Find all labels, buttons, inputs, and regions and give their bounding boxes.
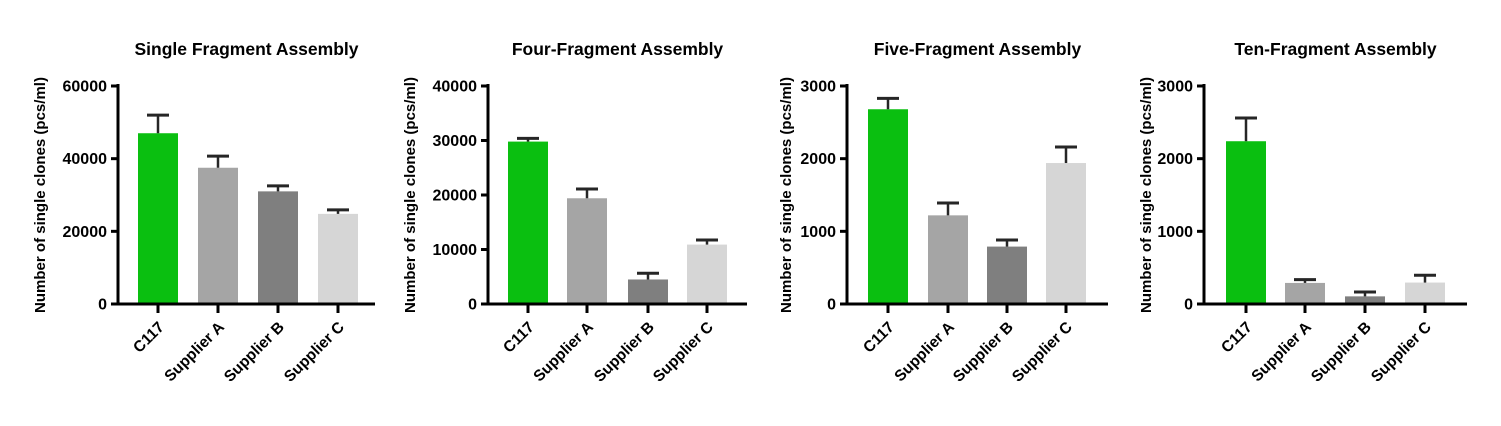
x-category-label: Supplier A [891, 319, 957, 385]
x-category-label: C117 [860, 319, 898, 357]
chart-title: Ten-Fragment Assembly [1234, 39, 1437, 59]
chart-ten-fragment-assembly: Ten-Fragment Assembly Number of single cl… [1125, 0, 1501, 426]
plot-single-fragment-assembly: Single Fragment Assembly Number of single… [32, 39, 375, 386]
x-category-label: Supplier A [1248, 319, 1314, 385]
plot-five-fragment-assembly: Five-Fragment Assembly Number of single c… [778, 39, 1108, 386]
bar-c117 [1226, 141, 1266, 304]
y-tick-label: 10000 [433, 242, 478, 259]
y-tick-label: 1000 [1157, 224, 1193, 241]
chart-title: Single Fragment Assembly [135, 39, 359, 59]
plot-ten-fragment-assembly: Ten-Fragment Assembly Number of single cl… [1138, 39, 1467, 386]
y-tick-label: 0 [98, 297, 107, 314]
bar-c117 [868, 109, 908, 305]
bar-supplier-c [318, 213, 358, 304]
y-tick-label: 3000 [1157, 79, 1193, 96]
chart-single-fragment-assembly: Single Fragment Assembly Number of single… [0, 0, 375, 426]
bar-supplier-b [258, 191, 298, 304]
y-tick-label: 2000 [800, 151, 836, 168]
bar-supplier-a [198, 167, 238, 304]
plot-four-fragment-assembly: Four-Fragment Assembly Number of single c… [402, 39, 747, 386]
y-tick-label: 30000 [433, 133, 478, 150]
x-category-label: Supplier C [650, 319, 717, 386]
y-tick-label: 40000 [63, 151, 108, 168]
y-tick-label: 2000 [1157, 151, 1193, 168]
bar-c117 [138, 133, 178, 304]
bar-supplier-b [987, 246, 1027, 304]
x-category-label: C117 [500, 319, 538, 357]
bar-supplier-c [1405, 282, 1445, 304]
x-category-label: Supplier C [1009, 319, 1076, 386]
y-axis-label: Number of single clones (pcs/ml) [778, 77, 795, 313]
x-category-label: Supplier C [281, 319, 348, 386]
x-category-label: Supplier C [1368, 319, 1435, 386]
x-category-label: Supplier A [530, 319, 596, 385]
y-tick-label: 1000 [800, 224, 836, 241]
y-tick-label: 40000 [433, 79, 478, 96]
x-category-label: C117 [1218, 319, 1256, 357]
y-axis-label: Number of single clones (pcs/ml) [32, 77, 49, 313]
chart-title: Five-Fragment Assembly [874, 39, 1082, 59]
y-tick-label: 0 [468, 297, 477, 314]
bar-supplier-b [1345, 296, 1385, 304]
y-tick-label: 20000 [433, 188, 478, 205]
y-tick-label: 3000 [800, 79, 836, 96]
y-tick-label: 60000 [63, 79, 108, 96]
y-tick-label: 0 [1184, 297, 1193, 314]
x-category-label: Supplier A [161, 319, 227, 385]
y-tick-label: 20000 [63, 224, 108, 241]
bar-supplier-b [628, 279, 668, 304]
bar-supplier-c [687, 244, 727, 304]
chart-four-fragment-assembly: Four-Fragment Assembly Number of single c… [375, 0, 750, 426]
x-category-label: Supplier B [950, 319, 1017, 386]
y-tick-label: 0 [827, 297, 836, 314]
chart-five-fragment-assembly: Five-Fragment Assembly Number of single c… [750, 0, 1125, 426]
x-category-label: Supplier B [1308, 319, 1375, 386]
x-category-label: Supplier B [591, 319, 658, 386]
x-category-label: Supplier B [221, 319, 288, 386]
x-category-label: C117 [130, 319, 168, 357]
bar-supplier-a [1285, 282, 1325, 304]
bar-c117 [508, 141, 548, 304]
y-axis-label: Number of single clones (pcs/ml) [1138, 77, 1155, 313]
y-axis-label: Number of single clones (pcs/ml) [402, 77, 419, 313]
bar-supplier-c [1046, 163, 1086, 304]
bar-supplier-a [928, 215, 968, 304]
chart-title: Four-Fragment Assembly [512, 39, 724, 59]
bar-supplier-a [567, 198, 607, 304]
